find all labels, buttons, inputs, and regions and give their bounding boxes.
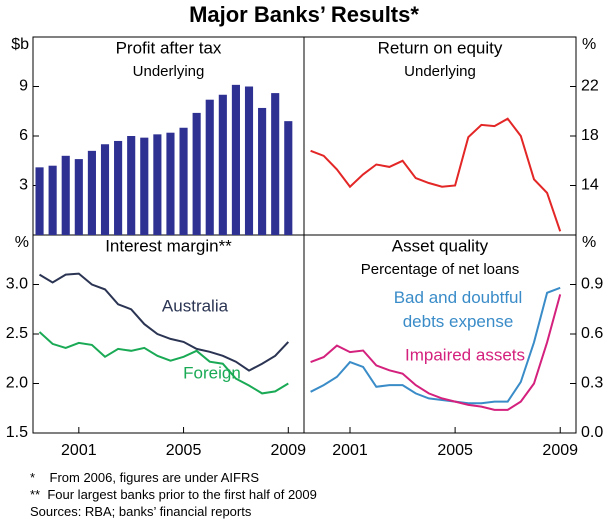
panel-subtitle: Percentage of net loans [361,261,519,278]
y-axis-label: % [582,234,596,251]
bar [48,165,57,235]
bar [140,137,149,235]
bar [100,144,110,235]
bar [35,167,44,235]
y-tick-label: 3.0 [6,276,28,293]
y-tick-label: 0.0 [581,424,603,441]
y-tick-label: 18 [581,127,599,144]
y-tick-label: 2.0 [6,375,28,392]
y-tick-label: 14 [581,177,599,194]
y-tick-label: 3 [19,177,28,194]
panel-subtitle: Underlying [404,63,476,80]
y-tick-label: 1.5 [6,424,28,441]
bar [258,107,267,235]
chart-title: Major Banks’ Results* [189,2,419,27]
series-label: Foreign [183,363,241,382]
y-axis-label: % [15,234,29,251]
line [310,286,561,405]
bar [205,99,214,235]
footnote: * From 2006, figures are under AIFRS [30,470,260,485]
x-tick-label: 2009 [542,442,578,459]
bar [244,86,254,235]
y-tick-label: 22 [581,78,599,95]
bar [74,159,83,235]
panel-title: Profit after tax [116,38,222,57]
line [310,294,562,411]
bar [218,94,227,235]
footnote: ** Four largest banks prior to the first… [30,487,317,502]
y-tick-label: 6 [19,127,28,144]
y-tick-label: 0.9 [581,276,603,293]
x-tick-label: 2001 [61,442,97,459]
bar [114,140,123,235]
x-tick-label: 2005 [437,442,473,459]
chart: Major Banks’ Results* Profit after tax Un… [6,2,604,459]
bar [153,134,162,235]
x-tick-label: 2001 [332,442,368,459]
y-axis-label: $b [11,36,29,53]
line [38,272,290,372]
y-tick-label: 2.5 [6,325,28,342]
series-label: Impaired assets [405,345,525,364]
x-tick-label: 2005 [166,442,202,459]
bar [87,150,96,235]
y-axis-label: % [582,36,596,53]
x-tick-label: 2009 [270,442,306,459]
bar [231,84,240,235]
panel-title: Asset quality [392,236,489,255]
line [38,331,289,395]
y-tick-label: 0.6 [581,325,603,342]
y-tick-label: 9 [19,78,28,95]
bar [284,121,293,235]
panel-title: Interest margin** [105,236,232,255]
panel-title: Return on equity [378,38,503,57]
panel-subtitle: Underlying [133,63,205,80]
line [310,117,562,232]
bar [179,127,188,235]
footnote: Sources: RBA; banks’ financial reports [30,504,252,519]
bar [166,132,175,235]
series-label: Bad and doubtful debts expense [393,288,523,331]
series-label: Australia [162,296,229,315]
bar [127,136,136,235]
y-tick-label: 0.3 [581,375,603,392]
bar [271,93,280,235]
bar [61,155,70,235]
bar [192,112,201,235]
